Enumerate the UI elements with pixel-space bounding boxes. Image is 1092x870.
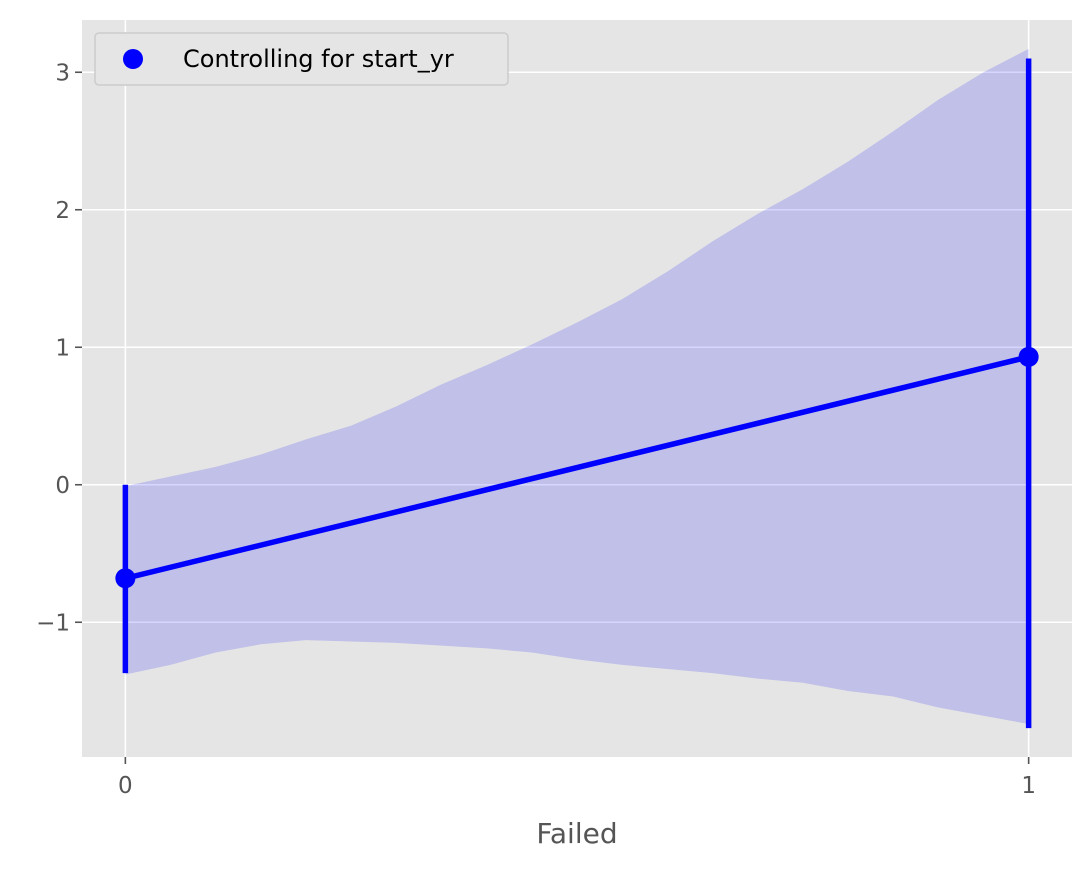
legend-box: [94, 32, 509, 86]
confidence-band-area: [125, 48, 1029, 724]
y-axis-ticks: −1 0 1 2 3: [36, 60, 82, 636]
y-tick-label: 1: [55, 335, 70, 361]
x-axis-title: Failed: [536, 817, 617, 850]
data-point: [1018, 346, 1039, 367]
legend-label: Controlling for start_yr: [183, 45, 454, 73]
series-line: [124, 354, 1030, 581]
confidence-band: [125, 48, 1029, 724]
x-tick-label: 0: [118, 773, 133, 799]
legend-marker: [123, 49, 143, 69]
data-point: [115, 568, 136, 589]
x-tick-label: 1: [1021, 773, 1036, 799]
y-tick-label: 3: [55, 60, 70, 86]
y-tick-label: 2: [55, 198, 70, 224]
y-tick-label: 0: [55, 473, 70, 499]
y-tick-label: −1: [36, 610, 70, 636]
series-marks: [115, 58, 1039, 729]
legend: Controlling for start_yr: [94, 32, 509, 86]
